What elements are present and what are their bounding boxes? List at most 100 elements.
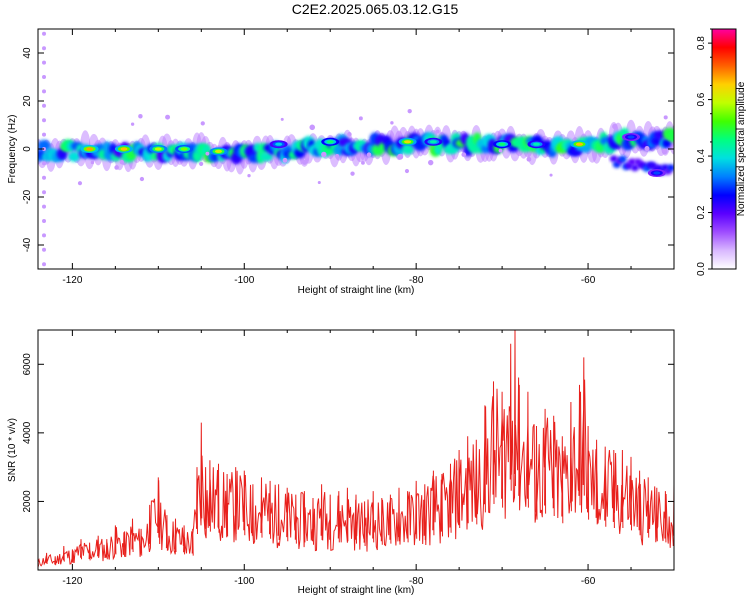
spectrogram-xtick-label: -100	[234, 275, 254, 286]
heatmap-speck	[397, 153, 404, 160]
heatmap-cell	[401, 143, 415, 155]
heatmap-speck	[335, 153, 340, 159]
heatmap-peak	[120, 147, 128, 151]
snr-xtick-label: -80	[409, 576, 424, 587]
heatmap-cell	[662, 138, 672, 149]
heatmap-speck	[42, 247, 47, 252]
heatmap-cell	[68, 151, 80, 162]
heatmap-peak	[429, 140, 437, 144]
heatmap-cell	[260, 152, 273, 162]
heatmap-peak	[498, 142, 506, 146]
heatmap-speck	[77, 181, 83, 186]
spectrogram-ytick-label: 40	[22, 47, 33, 59]
heatmap-speck	[407, 108, 412, 114]
heatmap-speck	[366, 152, 372, 158]
spectrogram-ytick-label: -20	[22, 189, 33, 204]
heatmap-speck	[90, 160, 95, 165]
heatmap-speck	[119, 160, 125, 165]
snr-line	[38, 330, 674, 567]
heatmap-speck	[42, 219, 47, 223]
heatmap-speck	[247, 173, 251, 178]
heatmap-speck	[321, 151, 327, 158]
heatmap-peak	[627, 135, 635, 139]
colorbar-ticks: 0.0 0.2 0.4 0.6 0.8	[696, 28, 712, 276]
heatmap-speck	[663, 115, 668, 120]
heatmap-speck	[42, 147, 47, 151]
heatmap-peak	[275, 142, 283, 146]
heatmap-speck	[199, 161, 204, 166]
snr-xlabel: Height of straight line (km)	[298, 585, 415, 596]
heatmap-peak	[404, 140, 412, 144]
spectrogram-xlabel: Height of straight line (km)	[298, 285, 415, 296]
heatmap-speck	[526, 156, 532, 162]
heatmap-cell	[609, 155, 618, 163]
snr-ytick-label: 6000	[22, 353, 33, 376]
heatmap-peak	[326, 140, 334, 144]
heatmap-peak	[532, 142, 540, 146]
heatmap-speck	[42, 175, 47, 180]
heatmap-speck	[549, 173, 553, 177]
heatmap-speck	[42, 31, 47, 36]
heatmap-peak	[154, 147, 162, 151]
heatmap-speck	[130, 122, 135, 126]
heatmap-speck	[358, 116, 363, 121]
spectrogram-heatmap	[38, 31, 674, 267]
heatmap-speck	[42, 204, 47, 209]
heatmap-speck	[280, 117, 284, 121]
heatmap-cell	[627, 158, 636, 166]
spectrogram-ylabel: Frequency (Hz)	[7, 115, 18, 184]
heatmap-speck	[42, 132, 47, 137]
heatmap-speck	[42, 103, 47, 108]
heatmap-peak	[180, 147, 188, 151]
snr-ylabel: SNR (10 * v/v)	[7, 418, 18, 482]
spectrogram-ytick-label: 20	[22, 95, 33, 107]
figure-title: C2E2.2025.065.03.12.G15	[292, 1, 459, 17]
spectrogram-xtick-label: -80	[409, 275, 424, 286]
snr-ytick-label: 2000	[22, 490, 33, 513]
colorbar-tick-label: 0.2	[696, 205, 707, 219]
spectrogram-ytick-label: 0	[22, 146, 33, 152]
spectrogram-ticks: -120 -100 -80 -60 -40 -20 0 20 40	[22, 29, 675, 286]
heatmap-speck	[165, 114, 171, 120]
heatmap-speck	[302, 159, 308, 165]
colorbar-tick-label: 0.6	[696, 92, 707, 106]
heatmap-speck	[305, 157, 309, 162]
heatmap-cell	[618, 155, 627, 163]
spectrogram-panel: -120 -100 -80 -60 -40 -20 0 20 40 Height of stra…	[7, 28, 675, 296]
heatmap-cell	[668, 131, 674, 143]
heatmap-cell	[666, 164, 674, 172]
heatmap-peak	[86, 147, 94, 151]
spectrogram-xtick-label: -60	[581, 275, 596, 286]
heatmap-speck	[461, 152, 467, 157]
heatmap-speck	[139, 176, 145, 182]
heatmap-speck	[42, 46, 47, 51]
heatmap-speck	[435, 129, 440, 134]
heatmap-speck	[427, 159, 434, 166]
heatmap-speck	[404, 168, 410, 174]
snr-ytick-label: 4000	[22, 421, 33, 444]
heatmap-speck	[350, 171, 355, 176]
colorbar-tick-label: 0.0	[696, 262, 707, 276]
heatmap-speck	[138, 114, 143, 119]
heatmap-speck	[361, 160, 365, 165]
heatmap-speck	[200, 121, 205, 126]
snr-xtick-label: -120	[62, 576, 82, 587]
heatmap-speck	[42, 190, 47, 195]
heatmap-cell	[630, 164, 639, 172]
heatmap-speck	[42, 60, 47, 65]
heatmap-speck	[661, 148, 668, 155]
heatmap-speck	[42, 161, 47, 166]
snr-xtick-label: -60	[581, 576, 596, 587]
heatmap-speck	[317, 180, 321, 185]
snr-frame	[37, 329, 675, 571]
heatmap-speck	[309, 124, 316, 131]
heatmap-peak	[653, 171, 661, 175]
colorbar-tick-label: 0.4	[696, 149, 707, 163]
snr-xtick-label: -100	[234, 576, 254, 587]
spectrogram-ytick-label: -40	[22, 237, 33, 252]
heatmap-speck	[612, 123, 618, 130]
heatmap-speck	[42, 89, 47, 94]
colorbar: 0.0 0.2 0.4 0.6 0.8 Normalized spectral ampl…	[696, 28, 747, 276]
heatmap-speck	[498, 148, 503, 153]
